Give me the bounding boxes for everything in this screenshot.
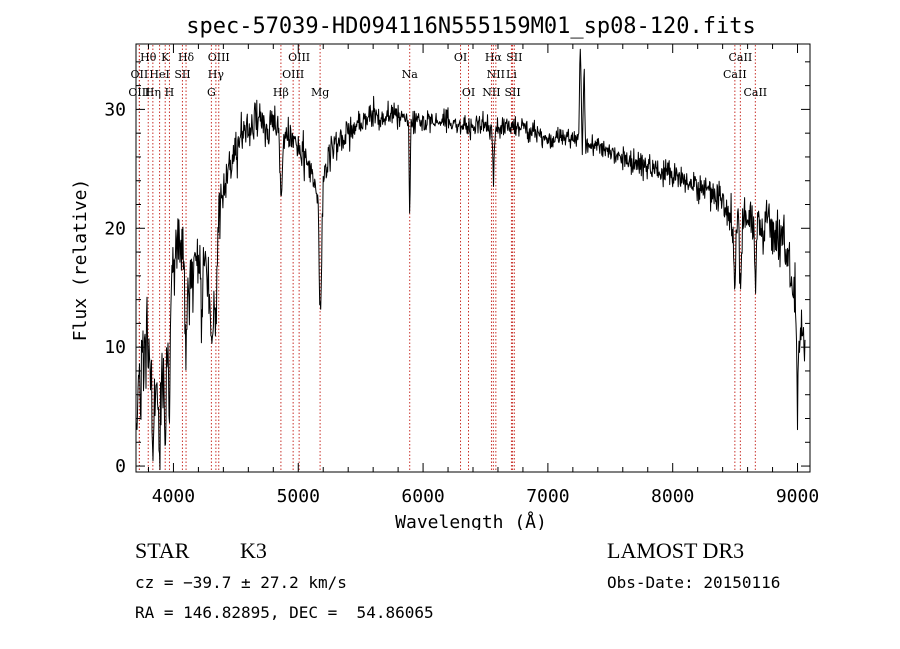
line-label: OIII [282,68,304,81]
plot-frame [135,43,811,473]
chart-title: spec-57039-HD094116N555159M01_sp08-120.f… [186,14,756,39]
line-label: Li [506,68,517,81]
line-label: SII [506,51,522,64]
line-label: OIII [208,51,230,64]
y-tick-label: 0 [115,456,126,477]
y-tick-label: 20 [104,218,126,239]
line-label: K [161,51,170,64]
line-label: SII [174,68,190,81]
x-tick-label: 9000 [776,486,819,507]
y-tick-label: 10 [104,337,126,358]
line-label: Hγ [208,68,225,81]
line-label: NII [482,86,500,99]
x-tick-label: 5000 [277,486,320,507]
line-label: NII [487,68,505,81]
line-label: G [207,86,216,99]
line-label: SII [504,86,520,99]
line-label: CaII [723,68,747,81]
obs-date: Obs-Date: 20150116 [607,573,781,592]
line-label: OIII [288,51,310,64]
survey-name: LAMOST DR3 [607,538,745,563]
line-label: H [165,86,175,99]
line-label: OIII [128,86,150,99]
spectrum-chart: spec-57039-HD094116N555159M01_sp08-120.f… [70,14,819,530]
spectrum-series [135,48,806,471]
x-axis-label: Wavelength (Å) [395,511,547,530]
line-label: OI [462,86,475,99]
line-label: CaII [729,51,753,64]
line-label: CaII [743,86,767,99]
line-label: Mg [311,86,329,99]
line-label: Hθ [140,51,157,64]
x-tick-label: 6000 [401,486,444,507]
y-tick-label: 30 [104,99,126,120]
y-axis: 0 10 20 30 [104,61,810,477]
line-label: OI [454,51,467,64]
line-label: Hβ [273,86,289,99]
coordinates: RA = 146.82895, DEC = 54.86065 [135,603,434,622]
x-tick-label: 7000 [526,486,569,507]
x-axis: 4000 5000 6000 7000 8000 9000 [147,44,819,507]
line-label: Hα [485,51,503,64]
line-label: Na [402,68,419,81]
redshift-readout: cz = −39.7 ± 27.2 km/s [135,573,347,592]
x-tick-label: 8000 [651,486,694,507]
spectral-subclass: K3 [240,538,267,563]
y-axis-label: Flux (relative) [70,179,91,342]
object-class: STAR [135,538,190,563]
line-label: Hη [145,86,161,99]
line-label: HeI [149,68,169,81]
x-tick-label: 4000 [152,486,195,507]
line-label: Hδ [178,51,195,64]
